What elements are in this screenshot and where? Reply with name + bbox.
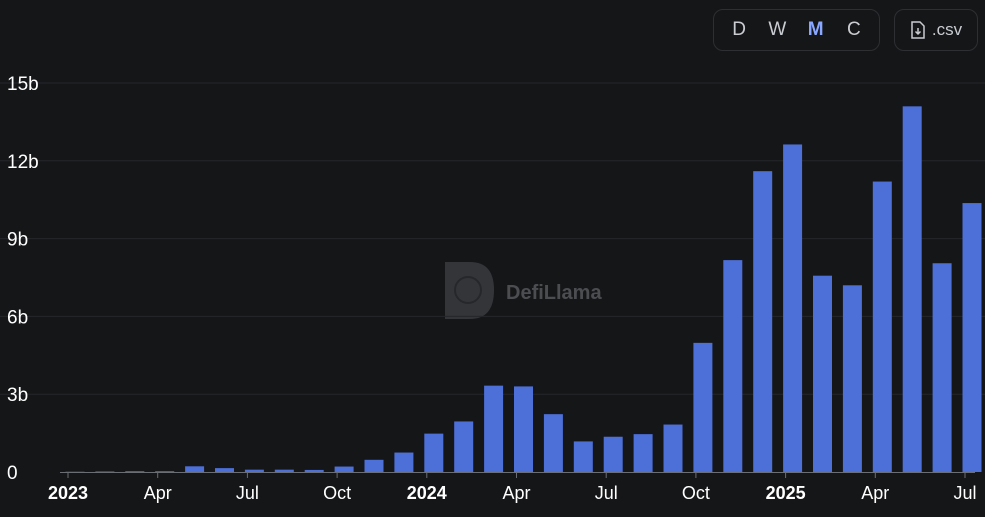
- y-tick-label: 15b: [7, 74, 39, 95]
- y-tick-label: 12b: [7, 152, 39, 173]
- bar[interactable]: [244, 469, 264, 472]
- bar[interactable]: [394, 452, 414, 472]
- x-tick-label: Jul: [236, 483, 259, 503]
- granularity-cumulative-button[interactable]: C: [847, 19, 861, 40]
- x-tick-label: Oct: [682, 483, 710, 503]
- bar[interactable]: [215, 468, 234, 472]
- bar[interactable]: [95, 471, 115, 473]
- y-tick-label: 6b: [7, 307, 28, 328]
- bar[interactable]: [424, 433, 444, 472]
- bar[interactable]: [902, 106, 922, 472]
- bar[interactable]: [454, 421, 474, 472]
- y-tick-label: 9b: [7, 230, 28, 251]
- granularity-daily-button[interactable]: D: [732, 19, 746, 40]
- bar[interactable]: [603, 436, 623, 472]
- bar[interactable]: [842, 285, 862, 472]
- bar[interactable]: [573, 441, 593, 472]
- x-tick-label: Apr: [861, 483, 889, 503]
- bar[interactable]: [543, 414, 563, 472]
- bar[interactable]: [693, 342, 713, 472]
- download-csv-button[interactable]: .csv: [894, 9, 978, 51]
- bar[interactable]: [274, 469, 294, 472]
- grid-lines: [0, 82, 985, 395]
- csv-label: .csv: [931, 20, 963, 39]
- watermark: DefiLlama: [445, 262, 602, 319]
- bar[interactable]: [932, 263, 952, 472]
- bar[interactable]: [484, 385, 504, 472]
- bar[interactable]: [334, 466, 354, 472]
- bar[interactable]: [514, 386, 533, 472]
- x-tick-label: 2023: [48, 483, 88, 503]
- bar[interactable]: [872, 181, 892, 472]
- bar[interactable]: [663, 424, 683, 472]
- bar[interactable]: [783, 144, 803, 472]
- download-file-icon: [911, 21, 925, 39]
- bar[interactable]: [962, 203, 982, 472]
- bars: [65, 106, 982, 473]
- granularity-selector: D W M C: [713, 9, 880, 51]
- bar[interactable]: [813, 275, 832, 472]
- x-axis: 2023 Apr Jul Oct 2024 Apr Jul Oct 2025 Apr Jul: [48, 472, 977, 503]
- y-tick-label: 3b: [7, 385, 28, 406]
- watermark-text: DefiLlama: [506, 282, 602, 304]
- llama-logo-icon: [445, 262, 494, 319]
- x-tick-label: 2025: [766, 483, 806, 503]
- x-tick-label: Jul: [953, 483, 976, 503]
- bar[interactable]: [364, 459, 384, 472]
- y-tick-label: 0: [7, 463, 18, 484]
- x-tick-label: Oct: [323, 483, 351, 503]
- bar[interactable]: [185, 466, 205, 472]
- y-axis: 0 3b 6b 9b 12b 15b: [7, 74, 39, 484]
- granularity-monthly-button[interactable]: M: [807, 19, 824, 40]
- bar[interactable]: [723, 260, 743, 472]
- x-tick-label: Apr: [144, 483, 172, 503]
- bar[interactable]: [633, 434, 653, 472]
- x-tick-label: Apr: [502, 483, 530, 503]
- granularity-weekly-button[interactable]: W: [768, 19, 787, 40]
- bar[interactable]: [753, 171, 773, 472]
- bar[interactable]: [125, 471, 145, 473]
- bar[interactable]: [304, 469, 324, 472]
- bar[interactable]: [155, 471, 175, 473]
- x-tick-label: Jul: [595, 483, 618, 503]
- x-tick-label: 2024: [407, 483, 447, 503]
